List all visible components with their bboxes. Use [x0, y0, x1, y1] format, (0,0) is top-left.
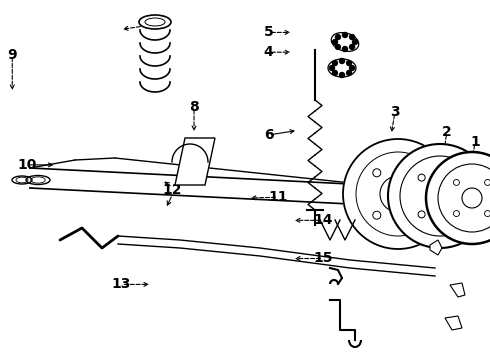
- Circle shape: [333, 40, 338, 45]
- Ellipse shape: [12, 176, 32, 184]
- Circle shape: [340, 59, 344, 63]
- Circle shape: [426, 152, 490, 244]
- Circle shape: [343, 139, 453, 249]
- Text: 9: 9: [7, 48, 17, 62]
- Circle shape: [343, 32, 347, 37]
- Circle shape: [373, 211, 381, 219]
- Text: 1: 1: [470, 135, 480, 149]
- Circle shape: [340, 72, 344, 77]
- Text: 10: 10: [17, 158, 37, 172]
- Circle shape: [332, 60, 338, 66]
- Polygon shape: [30, 168, 370, 205]
- Circle shape: [346, 60, 351, 66]
- Circle shape: [418, 174, 425, 181]
- Ellipse shape: [139, 15, 171, 29]
- Circle shape: [485, 179, 490, 185]
- Text: 7: 7: [150, 18, 160, 31]
- Circle shape: [485, 211, 490, 217]
- Circle shape: [415, 211, 423, 219]
- Text: 6: 6: [264, 128, 273, 142]
- Polygon shape: [450, 283, 465, 297]
- Text: 3: 3: [390, 105, 400, 119]
- Circle shape: [336, 44, 341, 49]
- Circle shape: [373, 169, 381, 177]
- Text: 2: 2: [442, 126, 452, 139]
- Circle shape: [349, 66, 354, 71]
- Polygon shape: [430, 240, 442, 255]
- Ellipse shape: [328, 59, 356, 77]
- Text: 5: 5: [264, 26, 273, 39]
- Text: 12: 12: [163, 183, 182, 197]
- Text: 14: 14: [314, 213, 333, 227]
- Polygon shape: [175, 138, 215, 185]
- Text: 13: 13: [112, 278, 131, 291]
- Circle shape: [343, 46, 347, 51]
- Polygon shape: [445, 316, 462, 330]
- Ellipse shape: [331, 33, 359, 51]
- Ellipse shape: [26, 176, 50, 185]
- Circle shape: [329, 66, 335, 71]
- Circle shape: [349, 44, 355, 49]
- Circle shape: [455, 174, 462, 181]
- Text: 11: 11: [269, 190, 288, 204]
- Circle shape: [346, 71, 351, 76]
- Circle shape: [336, 35, 341, 40]
- Circle shape: [388, 144, 490, 248]
- Text: 4: 4: [264, 45, 273, 59]
- Text: 8: 8: [189, 100, 199, 114]
- Circle shape: [352, 40, 358, 45]
- Circle shape: [453, 211, 460, 217]
- Circle shape: [418, 211, 425, 218]
- Circle shape: [415, 169, 423, 177]
- Circle shape: [453, 179, 460, 185]
- Circle shape: [455, 211, 462, 218]
- Text: 15: 15: [314, 252, 333, 265]
- Circle shape: [332, 71, 338, 76]
- Circle shape: [349, 35, 355, 40]
